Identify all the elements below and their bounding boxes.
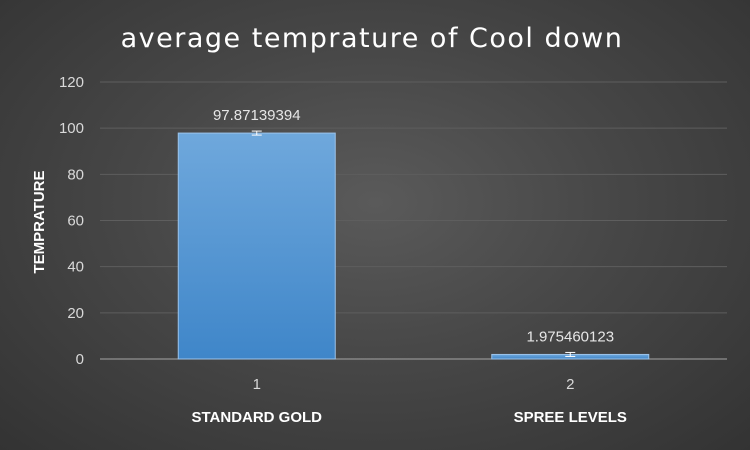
data-labels: 97.87139394 1.975460123: [213, 107, 614, 345]
y-axis-ticks: 0 20 40 60 80 100 120: [59, 74, 84, 368]
x-tick-label: 2: [566, 376, 574, 393]
data-label: 97.87139394: [213, 107, 301, 124]
bars: [177, 130, 650, 360]
y-tick-label: 0: [76, 351, 84, 368]
y-tick-label: 120: [59, 74, 84, 91]
x-axis-categories: 1 STANDARD GOLD 2 SPREE LEVELS: [191, 376, 626, 426]
error-bar: [251, 130, 262, 136]
error-bar: [565, 351, 576, 357]
x-category-name: STANDARD GOLD: [191, 409, 322, 426]
y-tick-label: 20: [67, 305, 84, 322]
y-tick-label: 80: [67, 166, 84, 183]
x-tick-label: 1: [253, 376, 261, 393]
chart-title: average temprature of Cool down: [121, 23, 624, 54]
x-category-name: SPREE LEVELS: [514, 409, 627, 426]
bar: [177, 132, 336, 360]
data-label: 1.975460123: [526, 328, 614, 345]
y-axis-title: TEMPRATURE: [31, 170, 48, 273]
y-tick-label: 40: [67, 259, 84, 276]
y-tick-label: 60: [67, 213, 84, 230]
y-tick-label: 100: [59, 120, 84, 137]
